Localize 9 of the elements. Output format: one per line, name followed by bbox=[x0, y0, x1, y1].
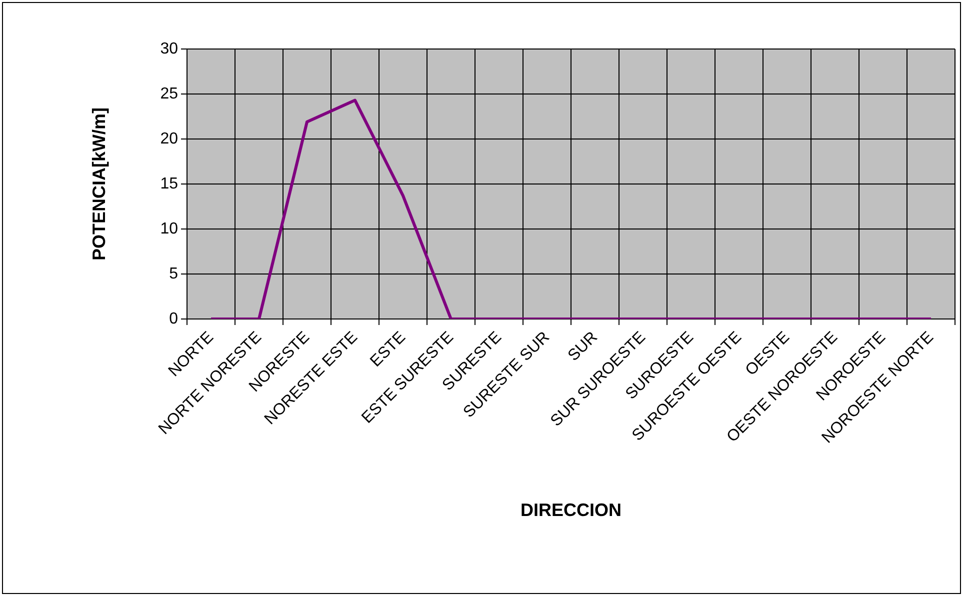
y-tick-label: 15 bbox=[160, 175, 178, 192]
y-tick-label: 0 bbox=[169, 310, 178, 328]
y-tick-label: 20 bbox=[160, 130, 178, 148]
y-tick-label: 25 bbox=[160, 85, 178, 102]
y-tick-label: 5 bbox=[169, 265, 178, 282]
y-axis-title: POTENCIA[kW/m] bbox=[88, 108, 109, 260]
x-axis-title: DIRECCION bbox=[520, 500, 622, 520]
y-tick-label: 10 bbox=[160, 220, 178, 238]
y-tick-label: 30 bbox=[160, 40, 178, 58]
